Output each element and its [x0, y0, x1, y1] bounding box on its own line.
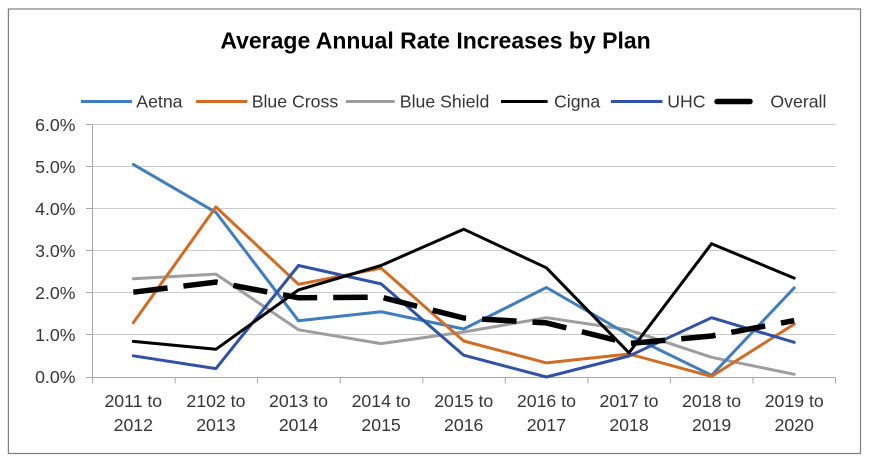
svg-text:Overall: Overall	[770, 92, 826, 112]
svg-text:0.0%: 0.0%	[35, 367, 76, 387]
svg-text:Average Annual Rate Increases: Average Annual Rate Increases by Plan	[220, 28, 650, 54]
svg-text:2013: 2013	[196, 415, 236, 435]
svg-text:2012: 2012	[114, 415, 153, 435]
svg-text:Cigna: Cigna	[554, 92, 600, 112]
svg-text:1.0%: 1.0%	[35, 325, 76, 345]
svg-text:2014 to: 2014 to	[352, 391, 411, 411]
svg-text:Aetna: Aetna	[136, 92, 182, 112]
svg-text:5.0%: 5.0%	[35, 157, 76, 177]
svg-text:2015: 2015	[361, 415, 401, 435]
svg-text:2020: 2020	[775, 415, 815, 435]
svg-text:4.0%: 4.0%	[35, 199, 76, 219]
svg-text:2015 to: 2015 to	[434, 391, 493, 411]
svg-text:UHC: UHC	[667, 92, 706, 112]
svg-text:2019 to: 2019 to	[765, 391, 824, 411]
svg-text:Blue Cross: Blue Cross	[252, 92, 339, 112]
svg-text:2019: 2019	[692, 415, 731, 435]
svg-text:3.0%: 3.0%	[35, 241, 76, 261]
svg-text:2013 to: 2013 to	[269, 391, 328, 411]
svg-text:2.0%: 2.0%	[35, 283, 76, 303]
svg-text:6.0%: 6.0%	[35, 115, 76, 135]
svg-text:2016 to: 2016 to	[517, 391, 576, 411]
svg-text:2014: 2014	[279, 415, 319, 435]
svg-text:2011 to: 2011 to	[104, 391, 162, 411]
svg-text:2017: 2017	[527, 415, 566, 435]
svg-text:2102 to: 2102 to	[186, 391, 245, 411]
svg-text:Blue Shield: Blue Shield	[400, 92, 489, 112]
svg-text:2016: 2016	[444, 415, 484, 435]
svg-text:2018 to: 2018 to	[682, 391, 741, 411]
svg-text:2017 to: 2017 to	[599, 391, 658, 411]
svg-text:2018: 2018	[609, 415, 649, 435]
